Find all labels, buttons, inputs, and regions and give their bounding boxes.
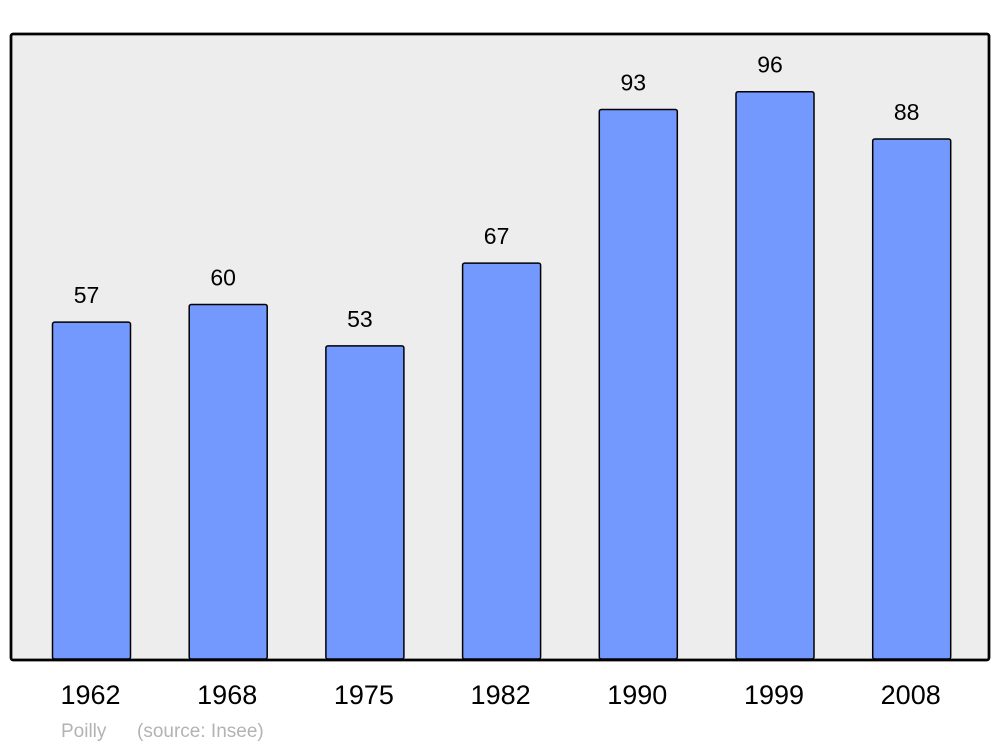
bars-group xyxy=(51,90,952,660)
data-label-1982: 67 xyxy=(484,223,510,249)
data-label-1962: 57 xyxy=(74,282,100,308)
footer-source: (source: Insee) xyxy=(137,721,264,742)
x-tick-label: 1968 xyxy=(197,680,257,710)
bar-2008 xyxy=(871,138,952,660)
x-tick-label: 1982 xyxy=(471,680,531,710)
bar-1975 xyxy=(325,345,405,660)
x-tick-label: 2008 xyxy=(881,680,941,710)
bar-1962 xyxy=(51,321,132,660)
data-label-1968: 60 xyxy=(210,264,236,290)
x-tick-label: 1990 xyxy=(607,680,667,710)
bar-1968 xyxy=(188,303,268,660)
footer-place: Poilly xyxy=(61,721,107,742)
data-label-1999: 96 xyxy=(757,52,783,78)
bar-1990 xyxy=(598,108,679,660)
bar-1999 xyxy=(735,90,815,660)
x-tick-label: 1962 xyxy=(60,680,120,710)
data-label-2008: 88 xyxy=(894,99,920,125)
x-tick-labels-group: 1962 1968 1975 1982 1990 1999 2008 xyxy=(60,680,940,710)
x-tick-label: 1999 xyxy=(744,680,804,710)
bar-1982 xyxy=(461,262,542,660)
data-label-1975: 53 xyxy=(347,306,373,332)
data-label-1990: 93 xyxy=(621,69,647,95)
plot-border xyxy=(9,32,991,662)
data-labels-group: 57 60 53 67 93 96 88 xyxy=(74,52,920,332)
x-tick-label: 1975 xyxy=(334,680,394,710)
